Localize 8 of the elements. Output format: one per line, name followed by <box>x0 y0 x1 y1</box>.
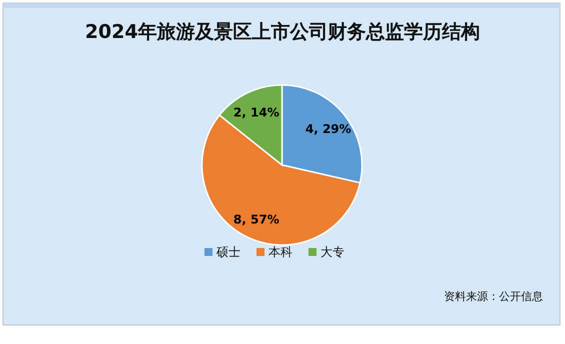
legend-label: 本科 <box>268 245 292 259</box>
data-label: 4, 29% <box>305 122 352 136</box>
data-label: 8, 57% <box>233 212 280 226</box>
data-label: 2, 14% <box>233 106 280 120</box>
text: 资料来源：公开信息 <box>444 290 543 303</box>
chart-title: 2024年旅游及景区上市公司财务总监学历结构 <box>85 21 480 43</box>
legend-label: 大专 <box>320 245 344 259</box>
legend-label: 硕士 <box>216 245 240 259</box>
